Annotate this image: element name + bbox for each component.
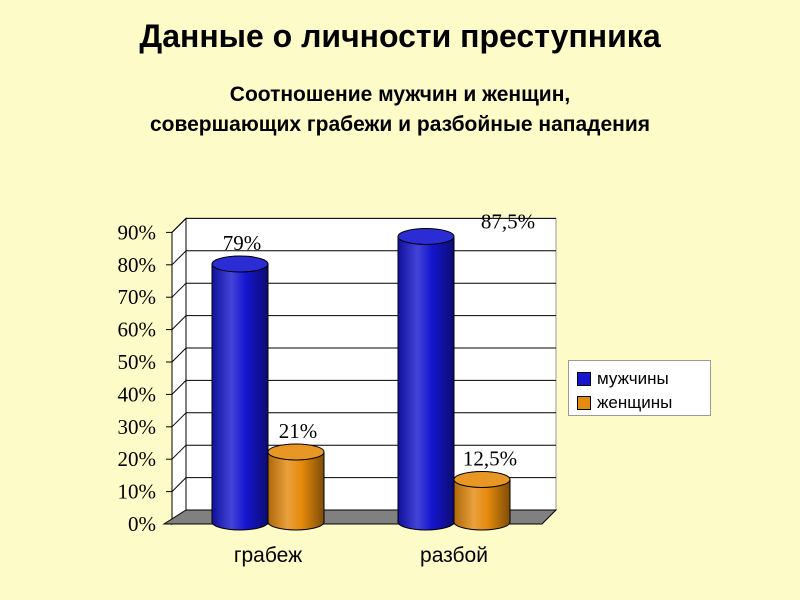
legend-swatch-men (577, 372, 591, 386)
data-label: 87,5% (481, 210, 535, 234)
legend-swatch-women (577, 396, 591, 410)
y-tick-label: 60% (118, 318, 157, 342)
gridline-side (171, 380, 187, 395)
legend-item-women: женщины (577, 393, 672, 413)
legend-label-women: женщины (597, 393, 673, 412)
y-tick-label: 80% (118, 253, 157, 277)
gridline-side (171, 250, 187, 266)
y-tick-label: 30% (118, 415, 157, 439)
chart-title-line-2: совершающих грабежи и разбойные нападени… (149, 113, 650, 136)
data-label: 21% (279, 419, 318, 443)
bar-мужчины-разбой (397, 236, 455, 531)
data-label: 12,5% (463, 447, 517, 471)
chart-title-line-1: Соотношение мужчин и женщин, (229, 83, 571, 106)
gridline-side (171, 412, 187, 428)
y-tick-label: 90% (118, 220, 157, 244)
bar-top-мужчины-грабеж (211, 255, 269, 273)
y-tick-label: 50% (118, 350, 157, 374)
x-tick-label: разбой (420, 544, 488, 567)
plot-side-wall (171, 217, 187, 526)
y-tick-label: 0% (128, 512, 156, 536)
bar-top-женщины-грабеж (267, 443, 325, 461)
x-tick-label: грабеж (234, 544, 302, 567)
y-tick-label: 10% (118, 480, 157, 504)
y-tick-label: 20% (118, 447, 157, 471)
chart-title: Соотношение мужчин и женщин, совершающих… (0, 80, 800, 140)
legend-item-men: мужчины (577, 369, 669, 389)
bar-top-мужчины-разбой (397, 228, 455, 245)
y-tick-label: 70% (118, 285, 157, 309)
chart-legend: мужчины женщины (568, 360, 711, 416)
gridline-side (171, 315, 187, 330)
gridline-side (171, 477, 187, 492)
gridline-side (171, 444, 187, 460)
gridline-side (171, 282, 187, 298)
bar-top-женщины-разбой (453, 471, 511, 488)
gridline-side (171, 218, 187, 233)
bar-женщины-разбой (453, 479, 511, 531)
bar-мужчины-грабеж (211, 263, 269, 531)
slide-title: Данные о личности преступника (139, 18, 661, 54)
y-tick-label: 40% (118, 382, 157, 406)
data-label: 79% (223, 231, 262, 255)
gridline-side (171, 347, 187, 363)
legend-label-men: мужчины (597, 369, 669, 388)
bar-женщины-грабеж (267, 451, 325, 531)
